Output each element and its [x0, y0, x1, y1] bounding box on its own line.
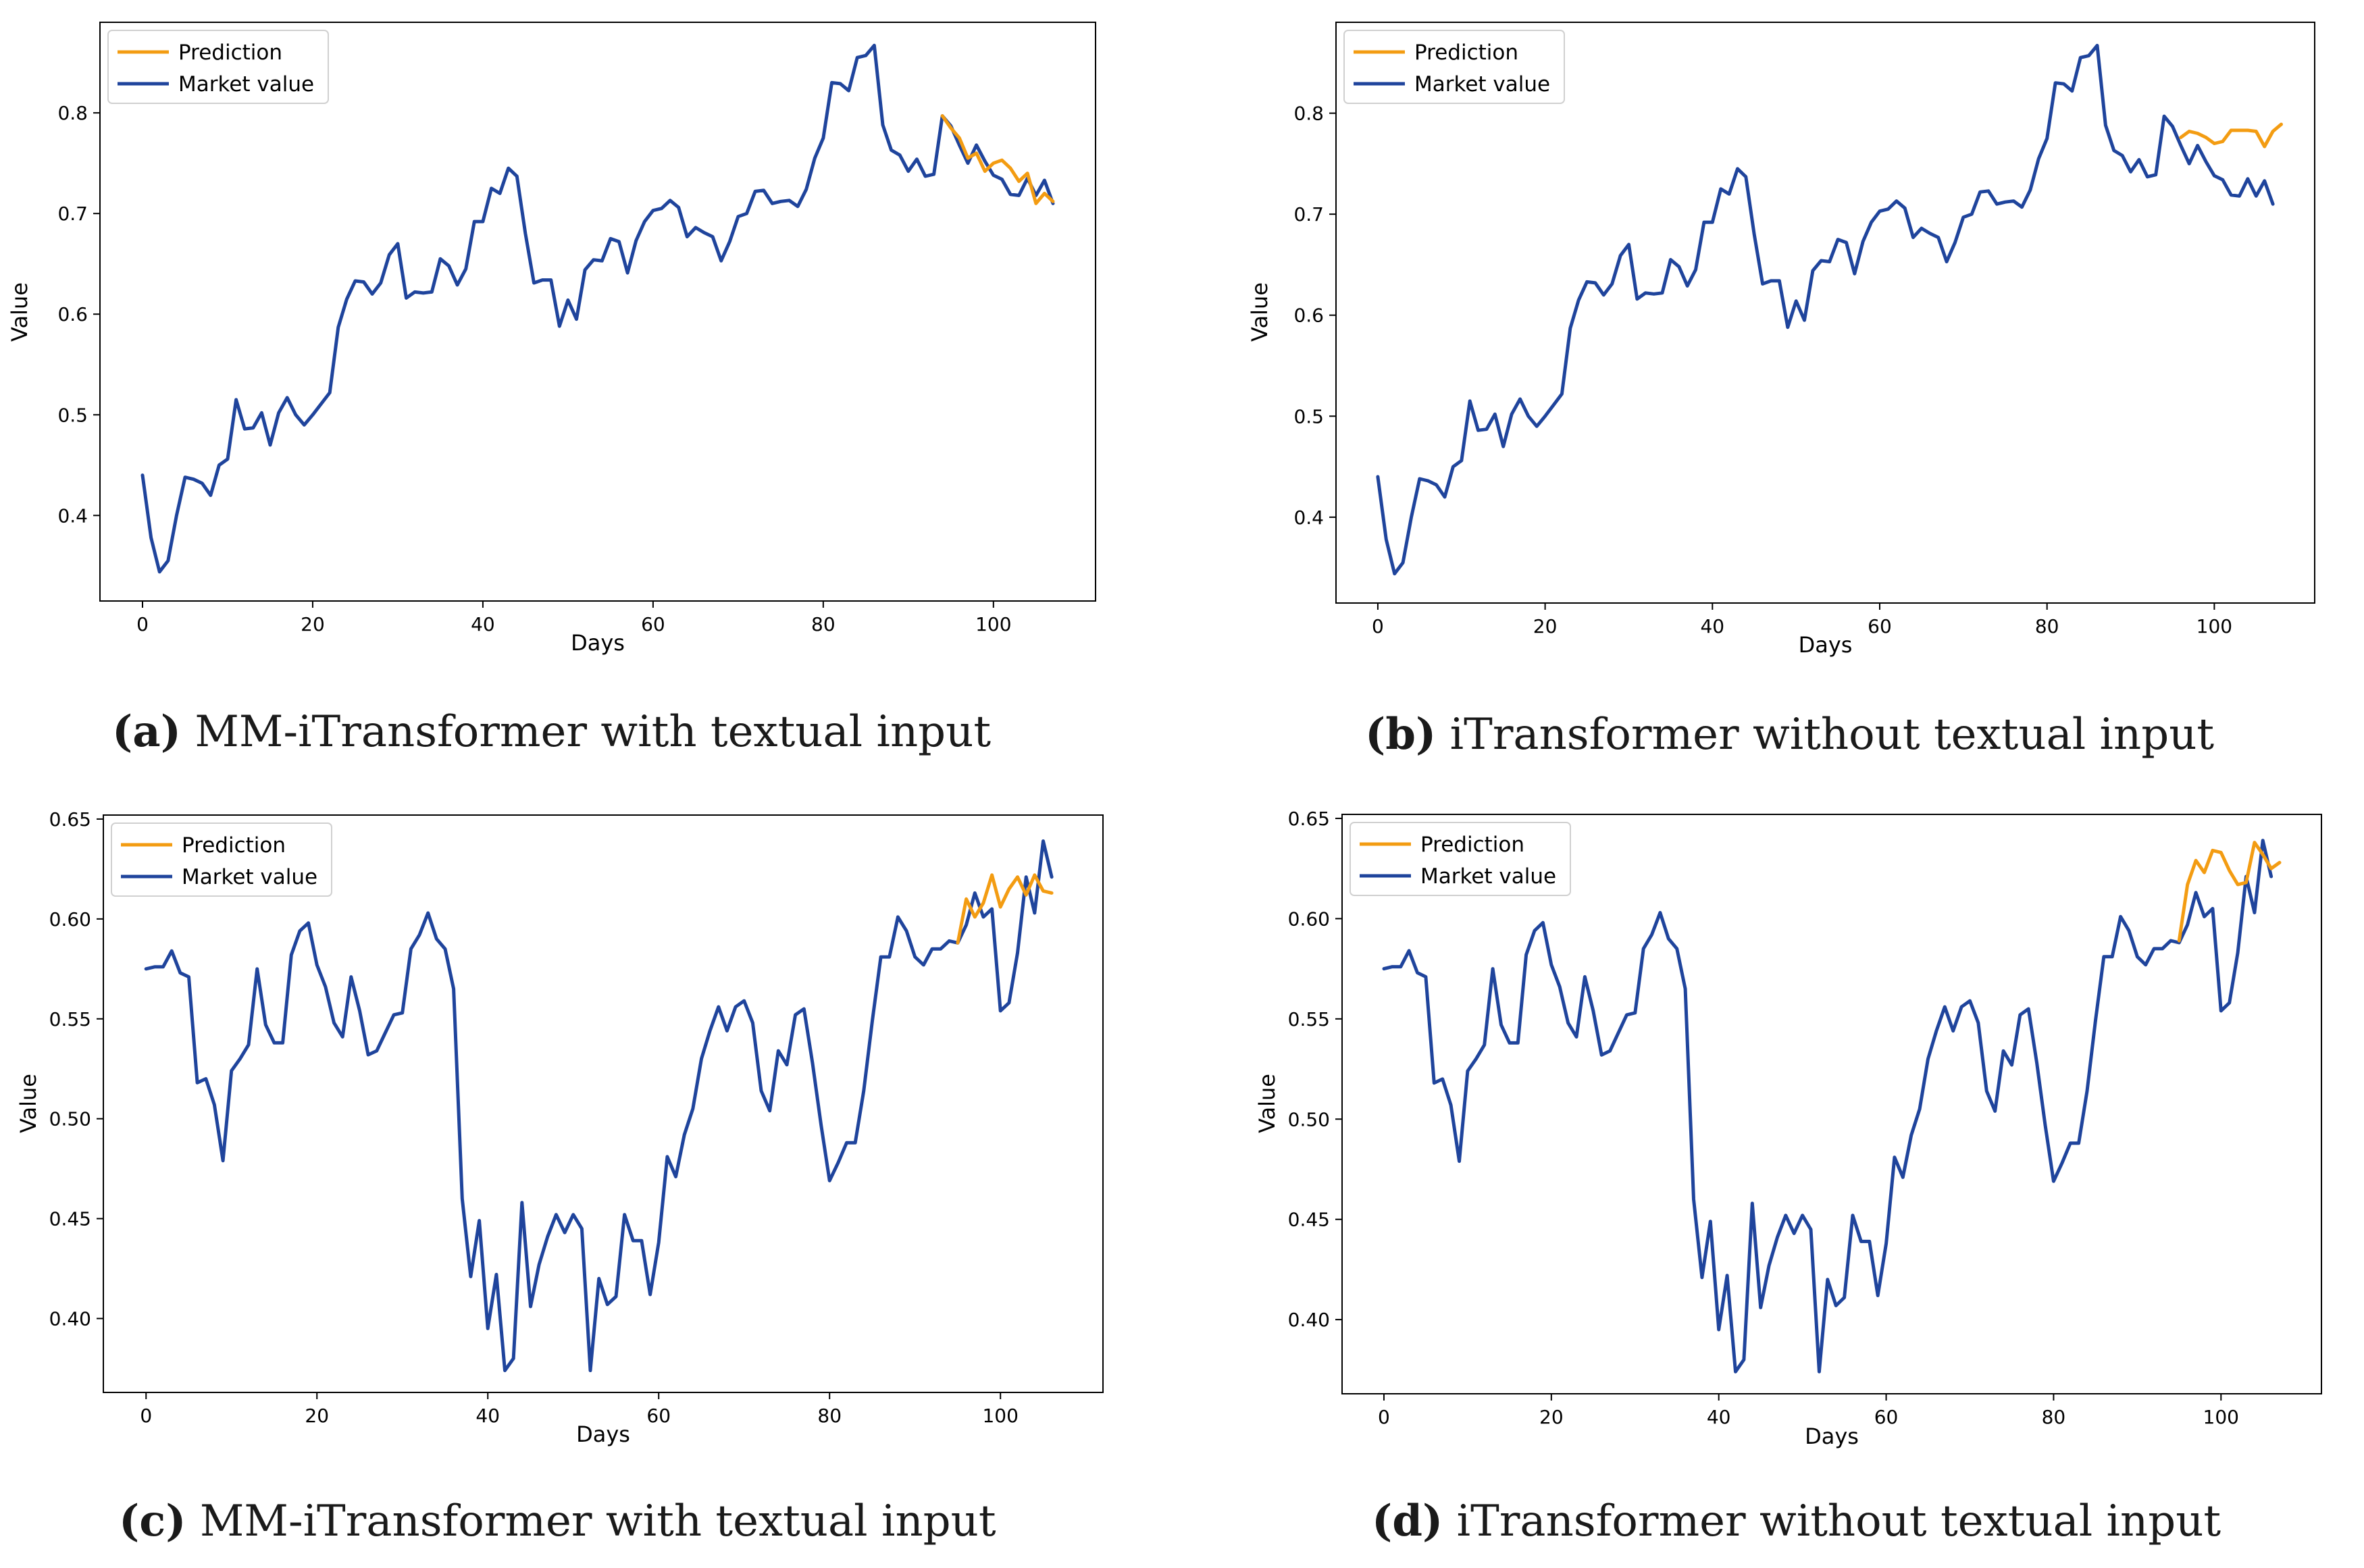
x-tick-label-c: 60	[646, 1405, 671, 1427]
y-tick-label-b: 0.6	[1293, 305, 1324, 327]
prediction-line-c	[956, 873, 1054, 945]
y-tick-label-b: 0.4	[1293, 506, 1324, 529]
chart-a: 0 20 40 60 80 100 0.4 0.5 0.6 0.7 0.8 Days Value Pred…	[7, 22, 1096, 656]
y-tick-label-b: 0.8	[1293, 103, 1324, 125]
chart-b: 0 20 40 60 80 100 0.4 0.5 0.6 0.7 0.8 Days Value Pred…	[1247, 22, 2315, 658]
caption-d-text: iTransformer without textual input	[1456, 1496, 2221, 1546]
y-tick-label-c: 0.55	[49, 1008, 91, 1030]
y-tick-label-a: 0.8	[57, 102, 88, 124]
panel-c: 0 20 40 60 80 100 0.40 0.45 0.50 0.55 0.60 0.65 Days…	[16, 808, 1104, 1546]
x-tick-label-b: 0	[1372, 615, 1384, 637]
legend-label-market-d: Market value	[1420, 864, 1556, 889]
y-axis-label-d: Value	[1254, 1074, 1280, 1133]
y-tick-label-d: 0.45	[1288, 1209, 1330, 1231]
chart-c: 0 20 40 60 80 100 0.40 0.45 0.50 0.55 0.60 0.65 Days…	[16, 808, 1104, 1447]
x-tick-label-b: 80	[2035, 615, 2059, 637]
x-tick-label-c: 80	[817, 1405, 842, 1427]
legend-label-prediction-c: Prediction	[182, 833, 286, 858]
plot-frame-b	[1335, 22, 2315, 604]
y-tick-label-d: 0.65	[1288, 808, 1330, 830]
legend-label-market-b: Market value	[1414, 72, 1550, 97]
caption-a-label: (a)	[112, 706, 182, 757]
y-tick-label-a: 0.4	[57, 504, 88, 527]
caption-c-text: MM-iTransformer with textual input	[199, 1496, 996, 1546]
x-tick-label-a: 80	[811, 613, 836, 635]
plot-frame-c	[103, 814, 1104, 1393]
y-axis-label-c: Value	[16, 1074, 41, 1133]
y-axis-label-b: Value	[1247, 282, 1273, 342]
prediction-line-b	[2179, 122, 2283, 149]
x-axis-label-b: Days	[1799, 632, 1853, 658]
y-tick-label-a: 0.6	[57, 303, 88, 325]
y-axis-label-a: Value	[7, 282, 32, 342]
plot-frame-d	[1341, 814, 2322, 1394]
legend-label-prediction-a: Prediction	[178, 41, 282, 65]
y-tick-label-d: 0.55	[1288, 1008, 1330, 1030]
y-tick-label-c: 0.40	[49, 1308, 91, 1330]
caption-a: (a) MM-iTransformer with textual input	[112, 706, 991, 757]
x-tick-label-d: 80	[2042, 1406, 2066, 1428]
caption-d-label: (d)	[1372, 1496, 1443, 1546]
y-tick-label-c: 0.45	[49, 1208, 91, 1230]
x-tick-label-a: 0	[136, 613, 149, 635]
x-axis-label-a: Days	[571, 630, 625, 656]
market-value-line-d	[1382, 839, 2273, 1374]
y-tick-label-d: 0.60	[1288, 908, 1330, 930]
caption-c: (c) MM-iTransformer with textual input	[119, 1496, 996, 1546]
x-tick-label-c: 0	[140, 1405, 152, 1427]
x-tick-label-d: 20	[1539, 1406, 1564, 1428]
x-tick-label-d: 0	[1378, 1406, 1390, 1428]
y-tick-label-a: 0.5	[57, 404, 88, 426]
y-tick-label-b: 0.5	[1293, 405, 1324, 427]
x-tick-label-d: 100	[2203, 1406, 2239, 1428]
x-tick-label-b: 40	[1700, 615, 1724, 637]
prediction-line-a	[940, 114, 1055, 205]
market-value-line-b	[1376, 43, 2275, 576]
x-tick-label-a: 100	[975, 613, 1011, 635]
legend-label-market-c: Market value	[182, 865, 317, 889]
caption-c-label: (c)	[119, 1496, 186, 1546]
panel-a: 0 20 40 60 80 100 0.4 0.5 0.6 0.7 0.8 Days Value Pred…	[0, 0, 1182, 784]
plot-frame-a	[99, 22, 1096, 602]
y-tick-label-a: 0.7	[57, 203, 88, 225]
market-value-line-c	[144, 839, 1054, 1372]
x-tick-label-c: 20	[305, 1405, 329, 1427]
x-tick-label-d: 40	[1707, 1406, 1731, 1428]
x-tick-label-a: 20	[301, 613, 325, 635]
legend-label-prediction-b: Prediction	[1414, 41, 1518, 65]
x-tick-label-c: 40	[476, 1405, 500, 1427]
x-tick-label-b: 100	[2196, 615, 2232, 637]
caption-b: (b) iTransformer without textual input	[1365, 709, 2214, 760]
y-tick-label-c: 0.65	[49, 808, 91, 831]
y-tick-label-c: 0.50	[49, 1108, 91, 1130]
caption-d: (d) iTransformer without textual input	[1372, 1496, 2221, 1546]
x-axis-label-c: Days	[576, 1421, 630, 1447]
market-value-line-a	[140, 43, 1055, 574]
prediction-line-d	[2177, 841, 2282, 943]
x-tick-label-a: 60	[641, 613, 665, 635]
panel-b: 0 20 40 60 80 100 0.4 0.5 0.6 0.7 0.8 Days Value Pred…	[1247, 22, 2315, 760]
caption-b-label: (b)	[1365, 709, 1437, 760]
y-tick-label-c: 0.60	[49, 908, 91, 931]
y-tick-label-b: 0.7	[1293, 203, 1324, 226]
caption-a-text: MM-iTransformer with textual input	[195, 707, 992, 757]
x-tick-label-c: 100	[982, 1405, 1018, 1427]
x-tick-label-a: 40	[471, 613, 495, 635]
y-tick-label-d: 0.50	[1288, 1108, 1330, 1130]
y-tick-label-d: 0.40	[1288, 1309, 1330, 1331]
x-tick-label-b: 60	[1868, 615, 1892, 637]
x-axis-label-d: Days	[1805, 1423, 1859, 1449]
legend-label-market-a: Market value	[178, 72, 314, 97]
x-tick-label-b: 20	[1533, 615, 1558, 637]
legend-label-prediction-d: Prediction	[1420, 833, 1524, 857]
caption-b-text: iTransformer without textual input	[1449, 710, 2215, 760]
x-tick-label-d: 60	[1874, 1406, 1899, 1428]
